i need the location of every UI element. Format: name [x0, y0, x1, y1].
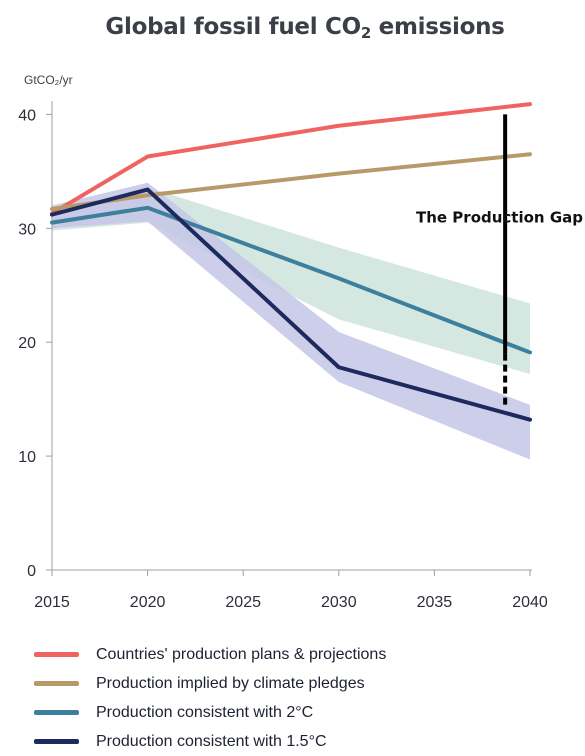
legend-item: Countries' production plans & projection…: [34, 640, 386, 669]
legend-label: Countries' production plans & projection…: [96, 645, 387, 663]
legend-label: Production consistent with 2°C: [96, 703, 314, 721]
line-2c: [50, 205, 532, 355]
legend-label: Production consistent with 1.5°C: [96, 732, 327, 750]
y-tick-label: 0: [27, 563, 36, 580]
legend-item: Production implied by climate pledges: [34, 669, 386, 698]
legend-swatch: [34, 710, 79, 715]
x-tick-label: 2040: [512, 594, 548, 611]
legend-swatch: [34, 652, 79, 657]
legend: Countries' production plans & projection…: [34, 640, 386, 756]
y-tick-label: 30: [18, 221, 36, 238]
x-tick-label: 2030: [321, 594, 357, 611]
y-tick-label: 40: [18, 107, 36, 124]
x-tick-label: 2020: [130, 594, 166, 611]
y-axis-unit-label: GtCO₂/yr: [24, 73, 73, 87]
production-gap-annotation: The Production Gap: [416, 114, 583, 409]
x-tick-label: 2035: [417, 594, 453, 611]
legend-item: Production consistent with 1.5°C: [34, 727, 386, 756]
line-production-plans: [50, 102, 532, 216]
line-1-5c: [50, 187, 532, 422]
y-tick-label: 10: [18, 449, 36, 466]
legend-item: Production consistent with 2°C: [34, 698, 386, 727]
legend-label: Production implied by climate pledges: [96, 674, 365, 692]
legend-swatch: [34, 739, 79, 744]
gap-label: The Production Gap: [416, 209, 583, 227]
series-lines: [50, 102, 532, 422]
x-tick-label: 2015: [34, 594, 70, 611]
x-tick-label: 2025: [225, 594, 261, 611]
legend-swatch: [34, 681, 79, 686]
chart-title: Global fossil fuel CO2 emissions: [105, 14, 505, 42]
y-tick-label: 20: [18, 335, 36, 352]
